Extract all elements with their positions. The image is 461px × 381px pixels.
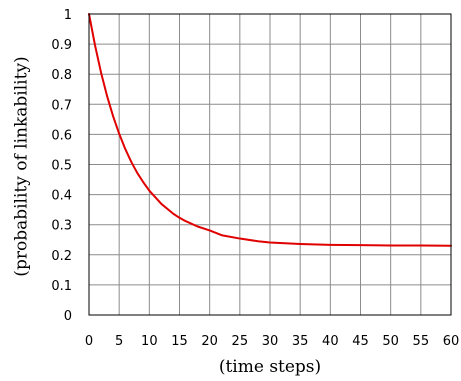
y-tick-label: 0 xyxy=(64,309,72,324)
y-tick-label: 0.1 xyxy=(51,279,72,294)
y-tick-label: 0.6 xyxy=(51,128,72,143)
x-tick-label: 60 xyxy=(443,334,460,349)
x-tick-label: 30 xyxy=(262,334,279,349)
plot-frame xyxy=(88,13,452,316)
y-tick-label: 0.4 xyxy=(51,189,72,204)
x-tick-label: 40 xyxy=(322,334,339,349)
x-tick-label: 20 xyxy=(201,334,218,349)
x-tick-label: 5 xyxy=(115,334,123,349)
x-tick-label: 35 xyxy=(292,334,309,349)
y-tick-label: 0.7 xyxy=(51,98,72,113)
y-tick-label: 0.8 xyxy=(51,68,72,83)
x-tick-label: 0 xyxy=(85,334,93,349)
y-tick-label: 0.3 xyxy=(51,219,72,234)
x-tick-labels: 0 5 10 15 20 25 30 35 40 45 50 55 60 xyxy=(85,334,459,349)
series-layer xyxy=(88,13,452,247)
y-tick-label: 0.9 xyxy=(51,38,72,53)
series-line xyxy=(88,13,452,247)
x-tick-label: 45 xyxy=(352,334,369,349)
y-axis-label: (probability of linkability) xyxy=(12,56,32,276)
x-tick-label: 25 xyxy=(232,334,249,349)
x-axis-label: (time steps) xyxy=(219,357,321,377)
x-tick-label: 50 xyxy=(382,334,399,349)
x-tick-label: 15 xyxy=(171,334,188,349)
x-tick-label: 10 xyxy=(141,334,158,349)
y-tick-label: 0.5 xyxy=(51,159,72,174)
grid-lines xyxy=(88,13,452,316)
y-tick-labels: 0 0.1 0.2 0.3 0.4 0.5 0.6 0.7 0.8 0.9 1 xyxy=(51,8,72,324)
y-tick-label: 0.2 xyxy=(51,249,72,264)
y-tick-label: 1 xyxy=(64,8,72,23)
x-tick-label: 55 xyxy=(413,334,430,349)
